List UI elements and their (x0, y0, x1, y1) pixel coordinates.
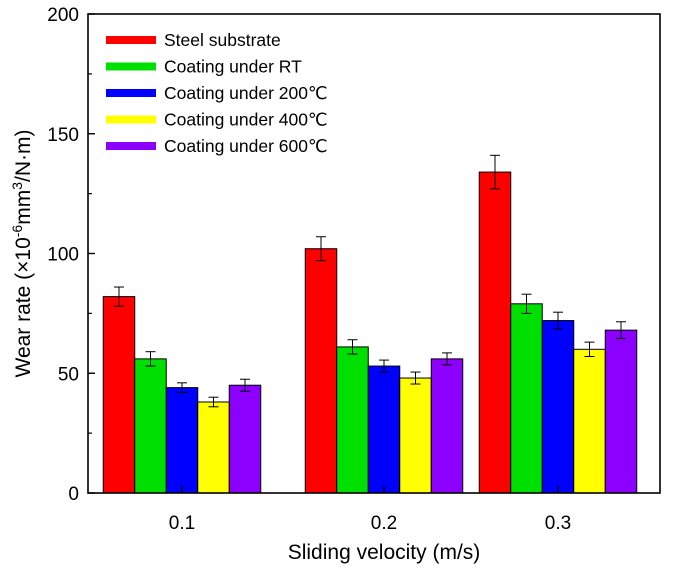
legend-swatch (106, 36, 156, 44)
y-tick-label: 0 (68, 484, 79, 505)
y-tick-label: 150 (47, 125, 79, 146)
bar-coating-under-rt-0-3 (510, 303, 543, 494)
bar-coating-under-400--0-1 (197, 401, 230, 494)
bar-coating-under-200--0-1 (165, 387, 199, 494)
bar-coating-under-400--0-2 (399, 377, 432, 494)
bar-coating-under-600--0-2 (430, 358, 464, 494)
y-axis-title: Wear rate (×10-6mm3/N·m) (9, 130, 35, 378)
y-tick-label: 50 (58, 364, 79, 385)
legend-label: Steel substrate (164, 30, 281, 50)
bar-coating-under-400--0-3 (573, 348, 606, 494)
x-tick-label: 0.2 (371, 513, 397, 534)
y-tick-label: 100 (47, 245, 79, 266)
legend-label: Coating under 600℃ (164, 136, 328, 156)
legend-label: Coating under 400℃ (164, 110, 328, 130)
bar-coating-under-600--0-1 (228, 384, 262, 494)
bar-steel-substrate-0-2 (304, 248, 338, 494)
y-axis-title-superscript: -6 (9, 225, 25, 238)
bar-coating-under-200--0-2 (367, 365, 401, 494)
x-tick-label: 0.1 (169, 513, 195, 534)
bar-coating-under-200--0-3 (541, 320, 575, 494)
y-axis-title-superscript: 3 (9, 182, 25, 190)
y-axis-title-part: mm (12, 190, 35, 225)
bar-steel-substrate-0-3 (478, 171, 512, 494)
legend-label: Coating under 200℃ (164, 83, 328, 103)
x-axis-title: Sliding velocity (m/s) (288, 541, 481, 564)
bar-coating-under-rt-0-1 (134, 358, 167, 494)
bar-steel-substrate-0-1 (102, 296, 136, 494)
legend-swatch (106, 62, 156, 71)
bar-coating-under-rt-0-2 (336, 346, 369, 494)
y-tick-label: 200 (47, 5, 79, 26)
legend-swatch (106, 115, 156, 124)
legend-swatch (106, 142, 156, 150)
legend-swatch (106, 89, 156, 97)
y-axis-title-part: Wear rate (×10 (12, 237, 35, 377)
legend-label: Coating under RT (164, 57, 302, 77)
x-tick-label: 0.3 (545, 513, 571, 534)
y-axis-title-part: /N·m) (12, 130, 35, 182)
bar-coating-under-600--0-3 (604, 329, 638, 494)
